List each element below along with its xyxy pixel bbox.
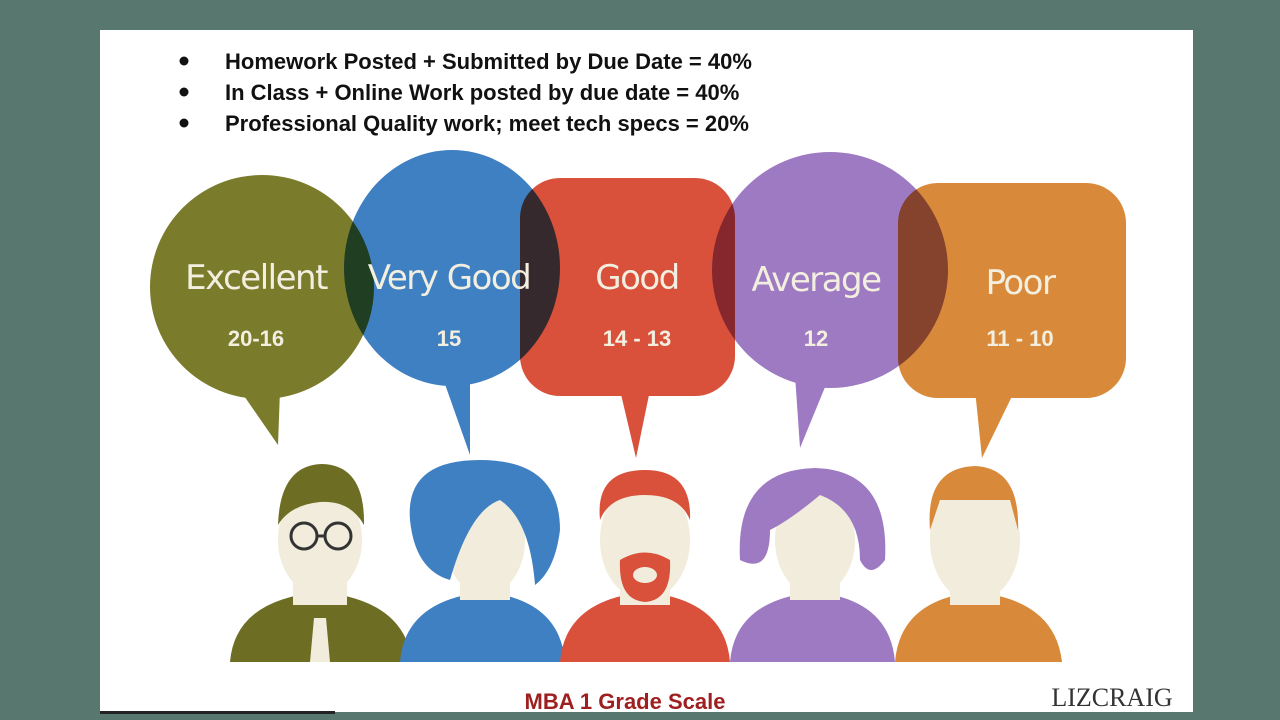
grade-range: 20-16	[228, 326, 284, 351]
bullet-text: Homework Posted + Submitted by Due Date …	[225, 49, 752, 74]
logo: LIZCRAIG	[1051, 683, 1172, 712]
bubble	[150, 175, 374, 445]
bubbles	[150, 150, 1126, 458]
grade-range: 14 - 13	[603, 326, 672, 351]
grade-label: Poor	[986, 263, 1056, 303]
grade-label: Excellent	[185, 258, 328, 298]
bullet-text: Professional Quality work; meet tech spe…	[225, 111, 749, 136]
footer-title: MBA 1 Grade Scale	[525, 689, 726, 714]
bubble	[898, 183, 1126, 458]
grade-range: 15	[437, 326, 461, 351]
bullet-dot	[179, 118, 189, 128]
bullet-dot	[179, 56, 189, 66]
bubble-labels: Excellent 20-16 Very Good 15 Good 14 - 13 Aver…	[185, 258, 1057, 351]
grade-range: 11 - 10	[986, 326, 1053, 351]
people	[230, 460, 1062, 662]
bubble	[712, 152, 948, 448]
bubble	[520, 178, 735, 458]
grade-label: Very Good	[368, 258, 530, 298]
bullet-dot	[179, 87, 189, 97]
bullet-text: In Class + Online Work posted by due dat…	[225, 80, 739, 105]
grade-label: Good	[595, 258, 679, 298]
grade-range: 12	[804, 326, 828, 351]
progress	[100, 711, 335, 714]
bullet-list: Homework Posted + Submitted by Due Date …	[179, 49, 752, 136]
grade-label: Average	[751, 260, 881, 300]
bubble	[344, 150, 560, 455]
